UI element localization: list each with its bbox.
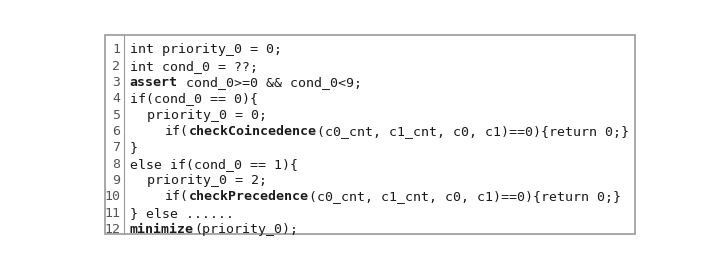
- Text: 9: 9: [113, 174, 121, 187]
- Text: if(cond_0 == 0){: if(cond_0 == 0){: [130, 92, 258, 105]
- Text: int priority_0 = 0;: int priority_0 = 0;: [130, 43, 282, 56]
- Text: }: }: [130, 142, 138, 154]
- Text: 3: 3: [113, 76, 121, 89]
- Text: minimize: minimize: [130, 223, 194, 236]
- Text: priority_0 = 0;: priority_0 = 0;: [147, 109, 267, 122]
- Text: 10: 10: [104, 190, 121, 203]
- Text: assert: assert: [130, 76, 178, 89]
- Text: 12: 12: [104, 223, 121, 236]
- Text: checkPrecedence: checkPrecedence: [189, 190, 309, 203]
- Text: 1: 1: [113, 43, 121, 56]
- Text: if(: if(: [165, 125, 189, 138]
- Text: 11: 11: [104, 207, 121, 220]
- Text: (c0_cnt, c1_cnt, c0, c1)==0){return 0;}: (c0_cnt, c1_cnt, c0, c1)==0){return 0;}: [317, 125, 629, 138]
- Text: 8: 8: [113, 158, 121, 171]
- Text: } else ......: } else ......: [130, 207, 234, 220]
- Text: checkCoincedence: checkCoincedence: [189, 125, 317, 138]
- Text: 6: 6: [113, 125, 121, 138]
- Text: if(: if(: [165, 190, 189, 203]
- Text: else if(cond_0 == 1){: else if(cond_0 == 1){: [130, 158, 298, 171]
- Text: 2: 2: [113, 60, 121, 73]
- Text: cond_0>=0 && cond_0<9;: cond_0>=0 && cond_0<9;: [178, 76, 362, 89]
- Text: 7: 7: [113, 142, 121, 154]
- FancyBboxPatch shape: [105, 35, 635, 234]
- Text: 5: 5: [113, 109, 121, 122]
- Text: (priority_0);: (priority_0);: [194, 223, 298, 236]
- Text: 4: 4: [113, 92, 121, 105]
- Text: (c0_cnt, c1_cnt, c0, c1)==0){return 0;}: (c0_cnt, c1_cnt, c0, c1)==0){return 0;}: [309, 190, 621, 203]
- Text: priority_0 = 2;: priority_0 = 2;: [147, 174, 267, 187]
- Text: int cond_0 = ??;: int cond_0 = ??;: [130, 60, 258, 73]
